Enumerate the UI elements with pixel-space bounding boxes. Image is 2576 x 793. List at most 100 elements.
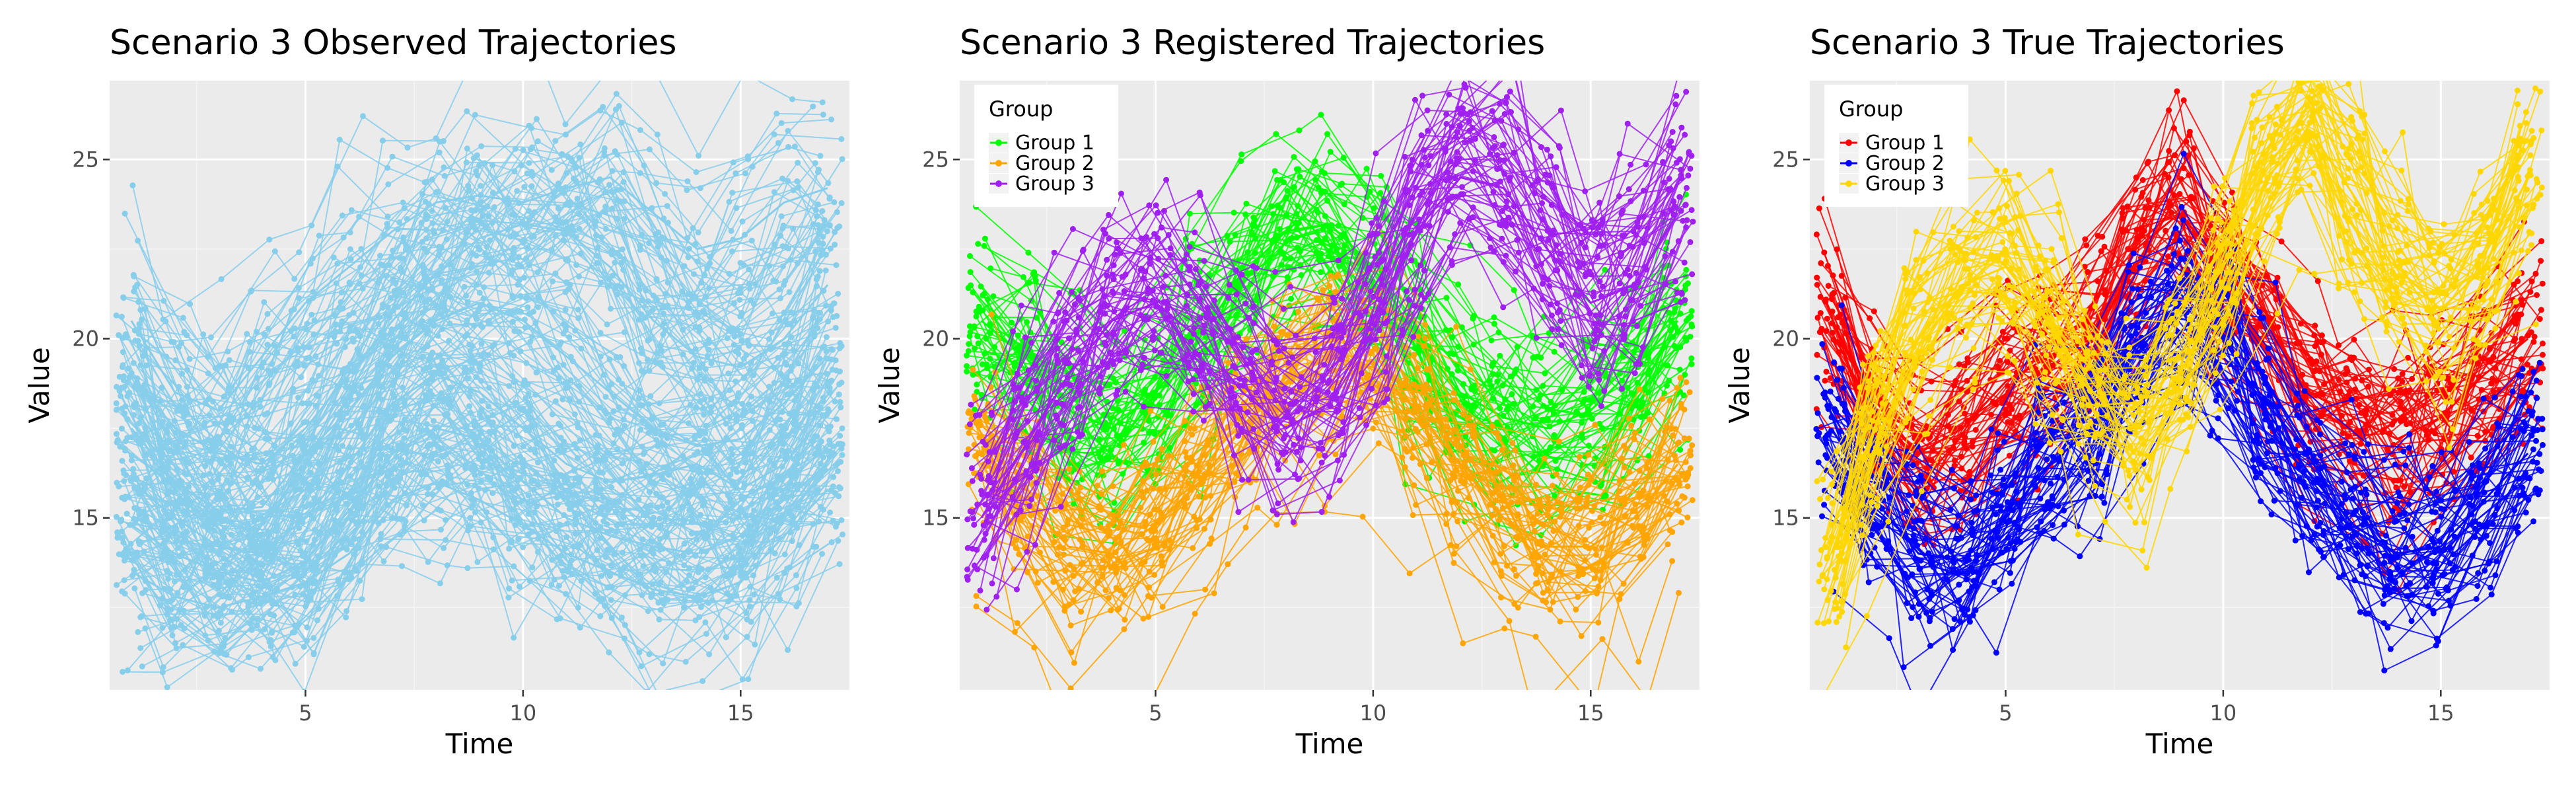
data-point <box>829 366 836 373</box>
data-point <box>602 225 609 232</box>
data-point <box>1288 295 1295 302</box>
data-point <box>646 489 653 496</box>
data-point <box>1282 255 1289 262</box>
data-point <box>682 658 689 665</box>
data-point <box>620 178 627 185</box>
data-point <box>1449 371 1455 377</box>
data-point <box>781 551 788 558</box>
data-point <box>571 411 578 418</box>
data-point <box>479 450 485 457</box>
data-point <box>1497 550 1504 557</box>
data-point <box>639 592 645 598</box>
data-point <box>224 457 231 463</box>
data-point <box>334 340 340 347</box>
data-point <box>577 624 583 631</box>
data-point <box>1472 388 1478 395</box>
data-point <box>789 538 795 545</box>
data-point <box>746 597 753 603</box>
series-trajectories-6 <box>114 359 846 707</box>
data-point <box>682 701 688 707</box>
data-point <box>637 243 643 249</box>
data-point <box>1686 389 1693 395</box>
data-point <box>138 613 145 619</box>
data-point <box>1582 537 1589 543</box>
data-point <box>1009 319 1015 326</box>
data-point <box>1274 202 1281 209</box>
data-point <box>686 305 693 311</box>
data-point <box>1327 149 1334 155</box>
data-point <box>751 591 757 598</box>
data-point <box>227 594 233 601</box>
data-point <box>181 456 188 463</box>
data-point <box>824 356 831 362</box>
data-point <box>708 360 715 367</box>
data-point <box>180 642 186 648</box>
data-point <box>839 452 845 458</box>
data-point <box>245 603 252 610</box>
data-point <box>575 306 581 313</box>
data-point <box>266 367 272 374</box>
data-point <box>511 230 517 237</box>
data-point <box>533 116 540 122</box>
data-point <box>789 96 795 102</box>
data-point <box>244 508 250 514</box>
data-point <box>636 649 643 656</box>
data-point <box>384 304 391 311</box>
data-point <box>438 311 445 318</box>
data-point <box>749 163 756 170</box>
data-point <box>333 280 340 287</box>
data-point <box>1454 518 1461 525</box>
data-point <box>269 654 276 660</box>
data-point <box>685 254 692 260</box>
data-point <box>681 517 688 524</box>
data-point <box>791 397 798 404</box>
data-point <box>384 272 390 279</box>
data-point <box>131 402 137 408</box>
data-point <box>301 644 307 650</box>
data-point <box>738 507 745 513</box>
data-point <box>131 471 137 478</box>
data-point <box>600 371 607 378</box>
data-point <box>647 146 653 153</box>
data-point <box>779 463 785 470</box>
data-point <box>733 170 739 176</box>
data-point <box>1318 112 1324 118</box>
data-point <box>175 545 182 551</box>
data-point <box>1415 333 1421 340</box>
data-point <box>165 576 172 582</box>
data-point <box>771 550 778 556</box>
data-point <box>143 475 150 482</box>
data-point <box>657 494 663 500</box>
data-point <box>1363 165 1370 172</box>
data-point <box>967 269 974 276</box>
data-point <box>701 310 708 317</box>
data-point <box>727 593 733 599</box>
data-point <box>1233 312 1239 319</box>
data-point <box>835 537 841 544</box>
data-point <box>489 189 496 196</box>
data-point <box>266 584 273 591</box>
data-point <box>1677 311 1684 317</box>
data-point <box>400 200 406 206</box>
data-point <box>478 353 485 359</box>
data-point <box>217 458 223 465</box>
data-point <box>379 384 386 391</box>
data-point <box>555 420 562 427</box>
data-point <box>1328 243 1335 249</box>
data-point <box>791 317 798 324</box>
data-point <box>137 307 144 313</box>
data-point <box>474 558 481 565</box>
data-point <box>116 388 123 394</box>
data-point <box>467 348 474 354</box>
data-point <box>526 208 532 214</box>
data-point <box>316 443 323 450</box>
data-point <box>119 405 125 412</box>
data-point <box>686 565 693 572</box>
data-point <box>221 555 227 562</box>
data-point <box>775 139 781 146</box>
data-point <box>346 328 353 334</box>
data-point <box>511 634 517 641</box>
data-point <box>396 219 403 225</box>
data-point <box>443 537 449 543</box>
